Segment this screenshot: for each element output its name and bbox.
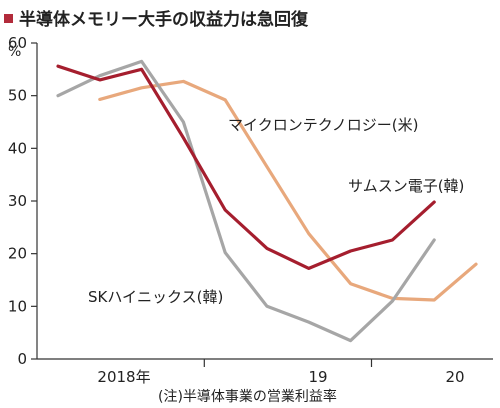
y-tick-label: 40 xyxy=(8,139,27,157)
y-tick-label: 50 xyxy=(8,87,27,105)
y-tick-label: 0 xyxy=(17,350,27,368)
title-marker xyxy=(4,14,13,23)
x-tick-label-20: 20 xyxy=(445,368,464,386)
x-axis-year-separators xyxy=(203,359,373,367)
chart-title: 半導体メモリー大手の収益力は急回復 xyxy=(19,9,309,30)
y-tick-label: 20 xyxy=(8,245,27,263)
series-label-micron: マイクロンテクノロジー(米) xyxy=(228,116,419,134)
x-tick-label-2018: 2018年 xyxy=(97,368,150,386)
series-label-samsung: サムスン電子(韓) xyxy=(348,177,464,195)
y-tick-label: 30 xyxy=(8,192,27,210)
x-tick-label-19: 19 xyxy=(308,368,327,386)
series-layer xyxy=(56,59,478,343)
y-tick-label: 10 xyxy=(8,297,27,315)
series-label-skhynix: SKハイニックス(韓) xyxy=(88,288,223,306)
series-line-skhynix xyxy=(56,59,436,343)
y-axis-ticks: 0 10 20 30 40 50 60 xyxy=(8,34,37,368)
y-axis-unit: % xyxy=(8,44,21,60)
y-tick-label: 60 xyxy=(8,34,27,52)
series-line-micron xyxy=(98,79,478,302)
chart-note: (注)半導体事業の営業利益率 xyxy=(158,388,337,405)
series-line-samsung xyxy=(56,64,436,270)
